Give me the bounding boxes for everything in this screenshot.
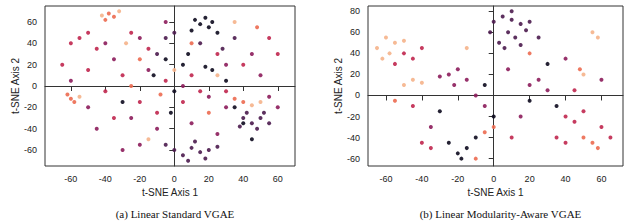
svg-text:-40: -40 (415, 174, 428, 184)
svg-text:20: 20 (27, 60, 37, 70)
svg-text:t-SNE Axis 1: t-SNE Axis 1 (467, 187, 524, 198)
svg-text:60: 60 (27, 17, 37, 27)
svg-text:-20: -20 (24, 102, 37, 112)
svg-text:80: 80 (350, 6, 360, 16)
svg-text:t-SNE Axis 2: t-SNE Axis 2 (333, 58, 344, 115)
svg-text:t-SNE Axis 1: t-SNE Axis 1 (142, 187, 199, 198)
svg-text:40: 40 (561, 174, 571, 184)
svg-text:40: 40 (350, 48, 360, 58)
svg-text:(a) Linear Standard VGAE: (a) Linear Standard VGAE (116, 208, 235, 221)
svg-text:-40: -40 (347, 133, 360, 143)
svg-text:20: 20 (204, 174, 214, 184)
svg-text:(b) Linear Modularity-Aware VG: (b) Linear Modularity-Aware VGAE (420, 208, 582, 221)
svg-text:-40: -40 (99, 174, 112, 184)
svg-text:60: 60 (273, 174, 283, 184)
svg-text:-20: -20 (347, 112, 360, 122)
svg-text:20: 20 (350, 69, 360, 79)
svg-text:-60: -60 (24, 145, 37, 155)
svg-text:-60: -60 (64, 174, 77, 184)
svg-text:60: 60 (350, 27, 360, 37)
svg-text:-60: -60 (379, 174, 392, 184)
svg-text:-60: -60 (347, 154, 360, 164)
svg-text:0: 0 (32, 81, 37, 91)
svg-text:t-SNE Axis 2: t-SNE Axis 2 (10, 58, 21, 115)
svg-text:40: 40 (238, 174, 248, 184)
svg-text:0: 0 (172, 174, 177, 184)
svg-text:0: 0 (355, 90, 360, 100)
svg-text:40: 40 (27, 38, 37, 48)
svg-text:-20: -20 (133, 174, 146, 184)
svg-text:0: 0 (491, 174, 496, 184)
svg-text:-20: -20 (451, 174, 464, 184)
svg-text:20: 20 (525, 174, 535, 184)
svg-text:-40: -40 (24, 124, 37, 134)
svg-text:60: 60 (596, 174, 606, 184)
